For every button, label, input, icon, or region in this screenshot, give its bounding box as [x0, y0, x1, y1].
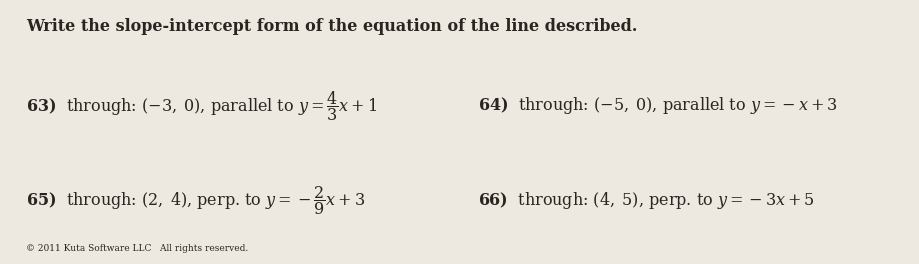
Text: © 2011 Kuta Software LLC   All rights reserved.: © 2011 Kuta Software LLC All rights rese…	[26, 244, 248, 253]
Text: Write the slope-intercept form of the equation of the line described.: Write the slope-intercept form of the eq…	[26, 18, 637, 35]
Text: $\mathbf{65)}$  through: $(2,\;4)$, perp. to $y = -\dfrac{2}{9}x + 3$: $\mathbf{65)}$ through: $(2,\;4)$, perp.…	[26, 184, 365, 217]
Text: $\mathbf{66)}$  through: $(4,\;5)$, perp. to $y = -3x + 5$: $\mathbf{66)}$ through: $(4,\;5)$, perp.…	[478, 190, 814, 211]
Text: $\mathbf{64)}$  through: $(-5,\;0)$, parallel to $y = -x + 3$: $\mathbf{64)}$ through: $(-5,\;0)$, para…	[478, 95, 837, 116]
Text: $\mathbf{63)}$  through: $(-3,\;0)$, parallel to $y = \dfrac{4}{3}x + 1$: $\mathbf{63)}$ through: $(-3,\;0)$, para…	[26, 89, 377, 122]
